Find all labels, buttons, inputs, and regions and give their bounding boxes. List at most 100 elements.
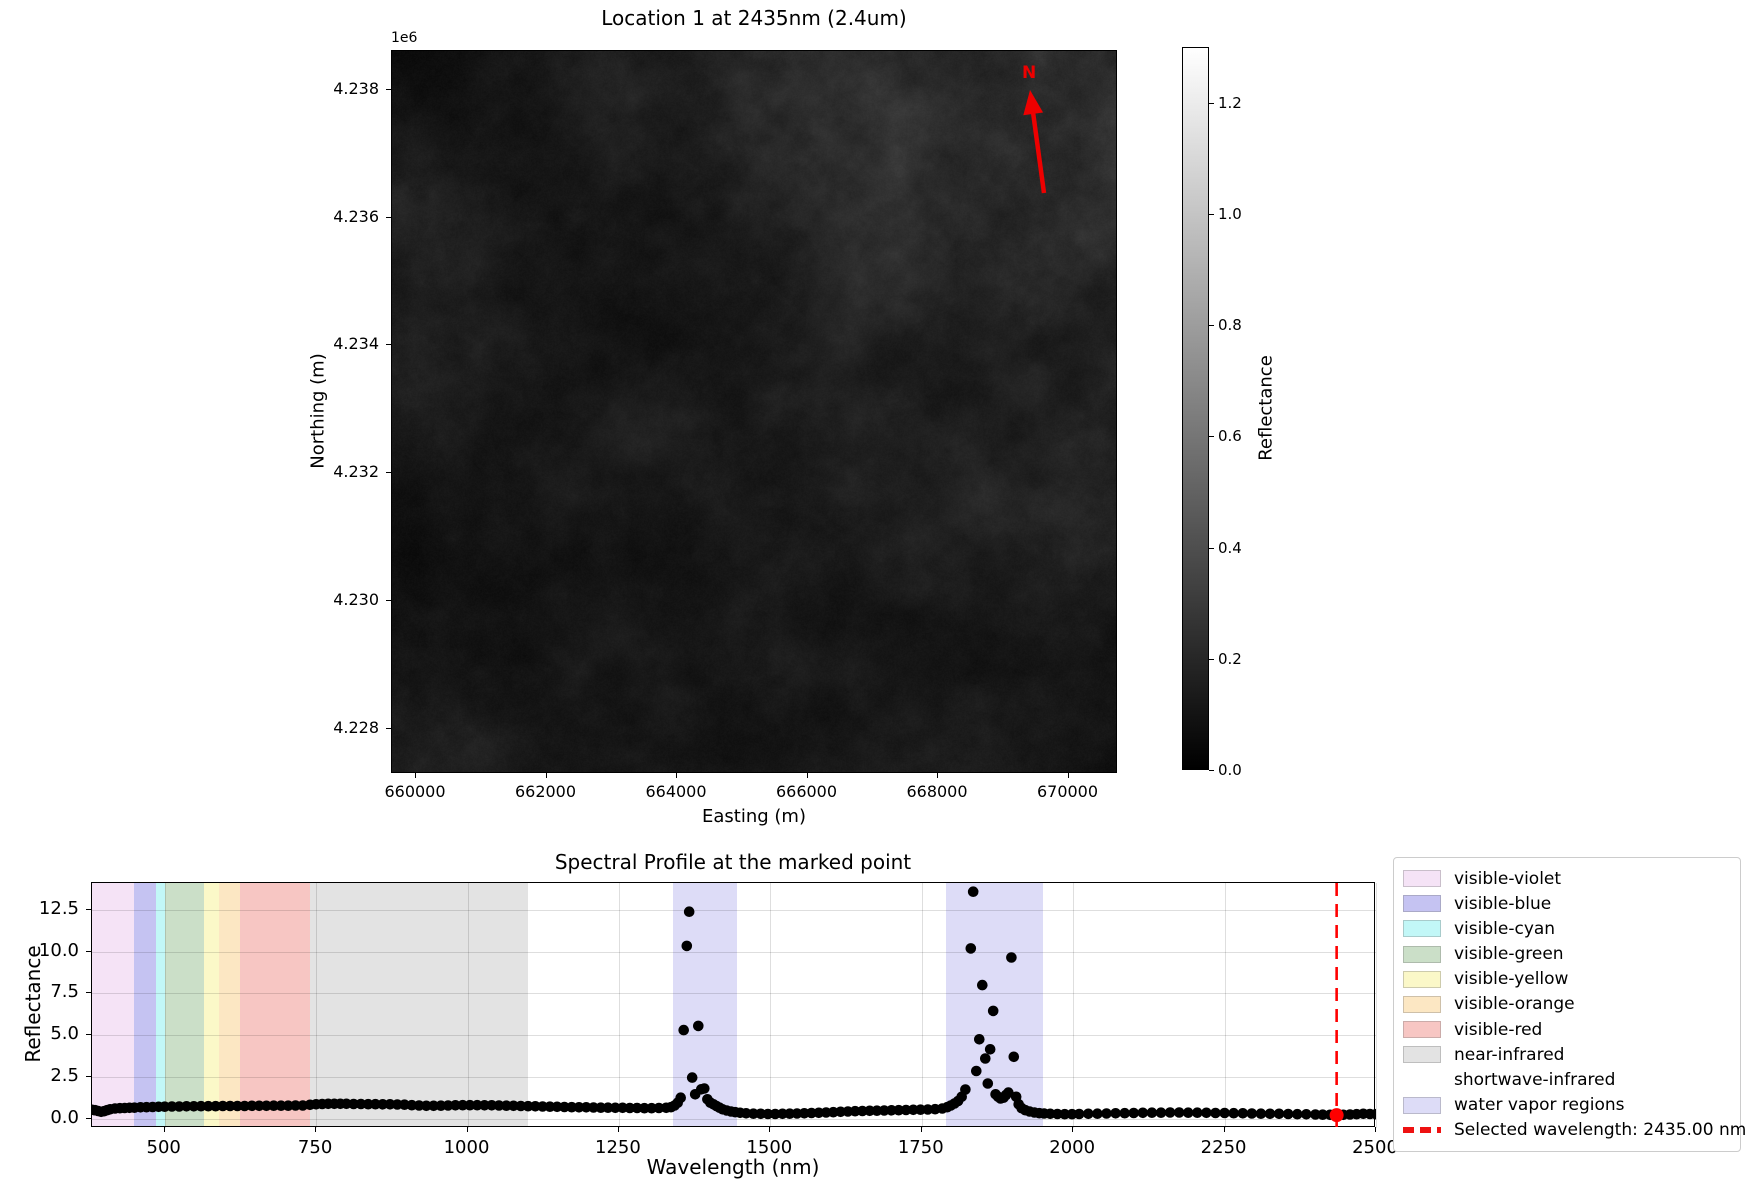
map-y-axis-label: Northing (m) <box>307 353 329 469</box>
spectrum-data-point <box>370 1098 381 1110</box>
spectrum-y-tickmark <box>86 992 91 994</box>
spectrum-data-point <box>610 1102 621 1114</box>
map-y-tickmark <box>386 216 391 218</box>
map-title: Location 1 at 2435nm (2.4um) <box>601 6 907 30</box>
map-x-axis-label: Easting (m) <box>702 806 806 827</box>
legend-label: near-infrared <box>1454 1044 1565 1065</box>
colorbar-tick-label: 1.0 <box>1218 204 1242 223</box>
spectrum-data-point <box>1201 1107 1212 1119</box>
legend-item: visible-violet <box>1403 866 1731 891</box>
spectrum-data-point <box>1006 952 1017 963</box>
spectrum-x-tickmark <box>1072 1127 1074 1132</box>
spectrum-data-point <box>1128 1107 1139 1119</box>
spectrum-data-point <box>1119 1107 1130 1119</box>
spectrum-data-point <box>1264 1108 1276 1120</box>
spectral-band-visible-red <box>240 883 311 1126</box>
spectrum-y-tickmark <box>86 1034 91 1036</box>
map-vertical-gridline <box>391 50 392 773</box>
legend-swatch <box>1403 870 1441 887</box>
spectrum-x-tick-label: 750 <box>297 1137 333 1158</box>
spectral-band-visible-yellow <box>204 883 220 1126</box>
spectrum-data-point <box>268 1100 279 1111</box>
north-arrow-icon: N <box>1022 63 1047 194</box>
colorbar-tickmark <box>1209 102 1214 104</box>
spectrum-data-point <box>762 1108 774 1120</box>
spectrum-horizontal-gridline <box>92 951 1376 953</box>
map-y-tickmark <box>386 727 391 729</box>
spectrum-data-point <box>980 1053 991 1064</box>
spectrum-y-tickmark <box>86 1075 91 1077</box>
legend-item: shortwave-infrared <box>1403 1068 1731 1093</box>
spectrum-data-point <box>1155 1107 1167 1118</box>
legend-label: visible-red <box>1454 1019 1543 1040</box>
spectrum-y-tick-label: 12.5 <box>38 898 79 919</box>
spectrum-data-point <box>1110 1108 1121 1119</box>
legend-label: visible-green <box>1454 944 1564 965</box>
spectrum-x-tickmark <box>466 1127 468 1132</box>
map-x-tickmark <box>676 773 677 778</box>
map-y-tick-label: 4.238 <box>333 79 379 98</box>
legend-item: near-infrared <box>1403 1042 1731 1067</box>
spectrum-data-point <box>246 1100 258 1112</box>
spectrum-vertical-gridline <box>467 883 469 1128</box>
spectrum-data-point <box>967 886 979 897</box>
spectrum-data-point <box>1210 1107 1221 1119</box>
spectrum-vertical-gridline <box>770 883 772 1128</box>
legend-swatch <box>1403 970 1441 988</box>
spectrum-y-tick-label: 7.5 <box>50 981 79 1003</box>
map-x-tickmark <box>415 773 416 778</box>
spectrum-data-point <box>203 1100 214 1112</box>
colorbar-tickmark <box>1209 213 1214 215</box>
map-y-tick-label: 4.236 <box>333 206 379 226</box>
spectrum-y-tickmark <box>86 1117 91 1119</box>
colorbar-tickmark <box>1209 547 1214 549</box>
spectrum-horizontal-gridline <box>92 910 1376 911</box>
spectrum-vertical-gridline <box>1376 883 1377 1128</box>
spectrum-vertical-gridline <box>164 883 166 1128</box>
legend-label: shortwave-infrared <box>1454 1070 1616 1090</box>
legend-swatch <box>1403 895 1441 913</box>
spectrum-x-tick-label: 2500 <box>1352 1137 1398 1158</box>
axis-offset-label: 1e6 <box>391 30 418 46</box>
colorbar-gradient <box>1182 47 1209 770</box>
spectrum-data-point <box>965 943 977 954</box>
spectrum-data-point <box>1301 1109 1312 1120</box>
spectrum-data-point <box>693 1020 704 1032</box>
spectrum-scatter <box>92 883 1376 1128</box>
map-y-tickmark <box>386 344 391 346</box>
spectrum-data-point <box>1292 1108 1303 1120</box>
map-y-tick-label: 4.232 <box>333 462 379 482</box>
spectrum-data-point <box>699 1083 710 1094</box>
legend-label: visible-cyan <box>1454 918 1556 939</box>
spectrum-data-point <box>261 1100 272 1112</box>
legend-swatch <box>1403 1096 1441 1114</box>
spectrum-data-point <box>1164 1107 1176 1118</box>
spectrum-data-point <box>602 1102 614 1113</box>
spectrum-y-tickmark <box>86 909 91 910</box>
legend-label: visible-blue <box>1454 893 1552 914</box>
spectrum-data-point <box>681 940 693 952</box>
spectrum-horizontal-gridline <box>92 1035 1376 1037</box>
spectrum-data-point <box>471 1099 483 1111</box>
spectrum-x-tickmark <box>920 1127 922 1132</box>
legend-item: visible-blue <box>1403 891 1731 916</box>
map-x-tickmark <box>806 773 808 778</box>
map-x-tickmark <box>1067 773 1069 778</box>
legend-label: Selected wavelength: 2435.00 nm <box>1454 1120 1747 1141</box>
legend-swatch <box>1403 920 1441 938</box>
legend: visible-violet visible-blue visible-cyan vi… <box>1393 857 1746 1152</box>
map-y-tickmark <box>386 89 391 90</box>
spectrum-data-point <box>1246 1108 1258 1119</box>
spectrum-y-tick-label: 5.0 <box>50 1023 79 1045</box>
spectrum-data-point <box>1237 1108 1249 1119</box>
spectrum-data-point <box>428 1100 439 1112</box>
map-y-tick-label: 4.230 <box>333 589 379 609</box>
legend-item: visible-yellow <box>1403 967 1731 992</box>
spectrum-vertical-gridline <box>921 883 923 1128</box>
colorbar-tickmark <box>1209 770 1214 771</box>
spectrum-data-point <box>181 1101 192 1112</box>
legend-swatch <box>1403 1046 1441 1064</box>
spectrum-data-point <box>977 979 988 991</box>
spectrum-y-tick-label: 10.0 <box>38 939 79 961</box>
